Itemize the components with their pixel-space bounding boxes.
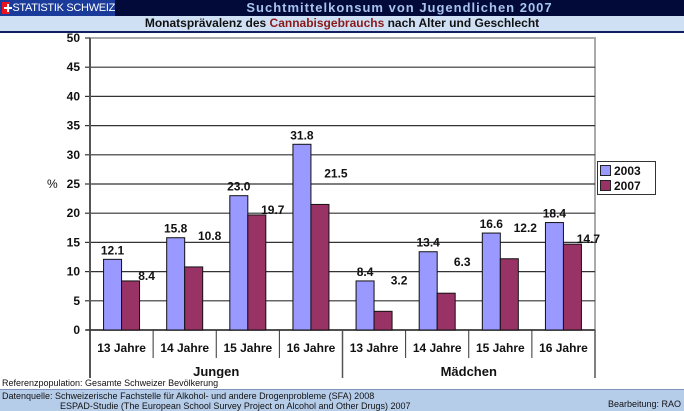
- bar-2007: [184, 266, 204, 331]
- category-label: 14 Jahre: [413, 341, 462, 355]
- logo-text: STATISTIK SCHWEIZ: [12, 2, 115, 14]
- value-label: 31.8: [290, 128, 314, 142]
- category-label: 14 Jahre: [160, 341, 209, 355]
- subtitle-post: nach Alter und Geschlecht: [384, 16, 540, 30]
- y-tick-label: 30: [67, 148, 81, 162]
- source-line-1: Datenquelle: Schweizerische Fachstelle f…: [2, 391, 375, 401]
- legend-swatch-2007: [600, 180, 611, 191]
- value-label: 6.3: [454, 255, 471, 269]
- value-label: 14.7: [577, 232, 601, 246]
- subtitle-bar: Monatsprävalenz des Cannabisgebrauchs na…: [0, 16, 684, 33]
- y-tick-label: 25: [67, 177, 81, 191]
- bar-2003: [544, 222, 564, 331]
- bar-2007: [436, 292, 456, 331]
- value-label: 12.1: [101, 243, 125, 257]
- value-label: 16.6: [480, 217, 504, 231]
- bars: [103, 143, 582, 331]
- swiss-flag-icon: [2, 2, 13, 14]
- category-label: 13 Jahre: [350, 341, 399, 355]
- category-label: 13 Jahre: [97, 341, 146, 355]
- value-label: 18.4: [543, 207, 567, 221]
- legend-swatch-2003: [600, 165, 611, 176]
- value-label: 8.4: [138, 269, 155, 283]
- chart-subtitle: Monatsprävalenz des Cannabisgebrauchs na…: [0, 16, 684, 31]
- source-line-2: ESPAD-Studie (The European School Survey…: [60, 401, 411, 411]
- bar-2003: [229, 195, 249, 331]
- value-label: 8.4: [357, 265, 374, 279]
- value-label: 10.8: [198, 229, 222, 243]
- value-label: 15.8: [164, 222, 188, 236]
- value-label: 12.2: [514, 221, 538, 235]
- value-label: 13.4: [417, 236, 441, 250]
- bar-chart: 0 5 10 15 20 25 30 35 40 45 50 12.1 15.8 23.0 31.8 8.4…: [47, 33, 601, 378]
- category-label: 15 Jahre: [476, 341, 525, 355]
- bar-2007: [247, 214, 267, 331]
- value-label: 3.2: [391, 273, 408, 287]
- y-tick-label: 40: [67, 89, 81, 103]
- x-axis: 13 Jahre 14 Jahre 15 Jahre 16 Jahre 13 Jahre…: [97, 330, 596, 378]
- bar-2007: [121, 280, 141, 331]
- logo: STATISTIK SCHWEIZ: [0, 0, 115, 16]
- bar-2003: [292, 143, 312, 331]
- category-label: 16 Jahre: [539, 341, 588, 355]
- bar-2007: [310, 203, 330, 331]
- y-tick-label: 45: [67, 60, 81, 74]
- legend-item-2003: 2003: [600, 163, 653, 178]
- bar-2007: [373, 310, 393, 331]
- subtitle-pre: Monatsprävalenz des: [144, 16, 270, 30]
- y-tick-label: 20: [67, 206, 81, 220]
- bar-2003: [481, 232, 501, 331]
- footer-bar: Datenquelle: Schweizerische Fachstelle f…: [0, 389, 684, 411]
- group-label: Mädchen: [441, 364, 497, 378]
- bar-2003: [355, 280, 375, 331]
- y-axis-label: %: [47, 177, 58, 191]
- bar-2003: [166, 237, 186, 331]
- category-label: 16 Jahre: [287, 341, 336, 355]
- bar-2007: [562, 243, 582, 331]
- y-tick-label: 15: [67, 235, 81, 249]
- legend-item-2007: 2007: [600, 178, 653, 193]
- value-labels: 12.1 15.8 23.0 31.8 8.4 13.4 16.6 18.4 8.4 10.8 19…: [101, 128, 601, 287]
- page-title: Suchtmittelkonsum von Jugendlichen 2007: [246, 0, 553, 15]
- y-tick-label: 0: [73, 323, 80, 337]
- bar-2003: [103, 258, 123, 331]
- category-label: 15 Jahre: [223, 341, 272, 355]
- bar-2003: [418, 251, 438, 331]
- bar-2007: [499, 258, 519, 331]
- editor-credit: Bearbeitung: RAO: [607, 399, 681, 409]
- reference-population: Referenzpopulation: Gesamte Schweizer Be…: [2, 378, 219, 388]
- value-label: 21.5: [324, 166, 348, 180]
- group-label: Jungen: [193, 364, 239, 378]
- legend-label: 2003: [614, 163, 641, 178]
- legend: 2003 2007: [597, 161, 656, 195]
- value-label: 23.0: [227, 180, 251, 194]
- y-tick-label: 5: [73, 294, 80, 308]
- value-label: 19.7: [261, 203, 285, 217]
- y-tick-label: 35: [67, 119, 81, 133]
- y-tick-label: 10: [67, 265, 81, 279]
- y-tick-label: 50: [67, 33, 81, 45]
- y-axis-ticks: 0 5 10 15 20 25 30 35 40 45 50: [67, 33, 81, 337]
- subtitle-highlight: Cannabisgebrauchs: [269, 16, 385, 30]
- legend-label: 2007: [614, 178, 641, 193]
- header-bar: STATISTIK SCHWEIZ Suchtmittelkonsum von …: [0, 0, 684, 16]
